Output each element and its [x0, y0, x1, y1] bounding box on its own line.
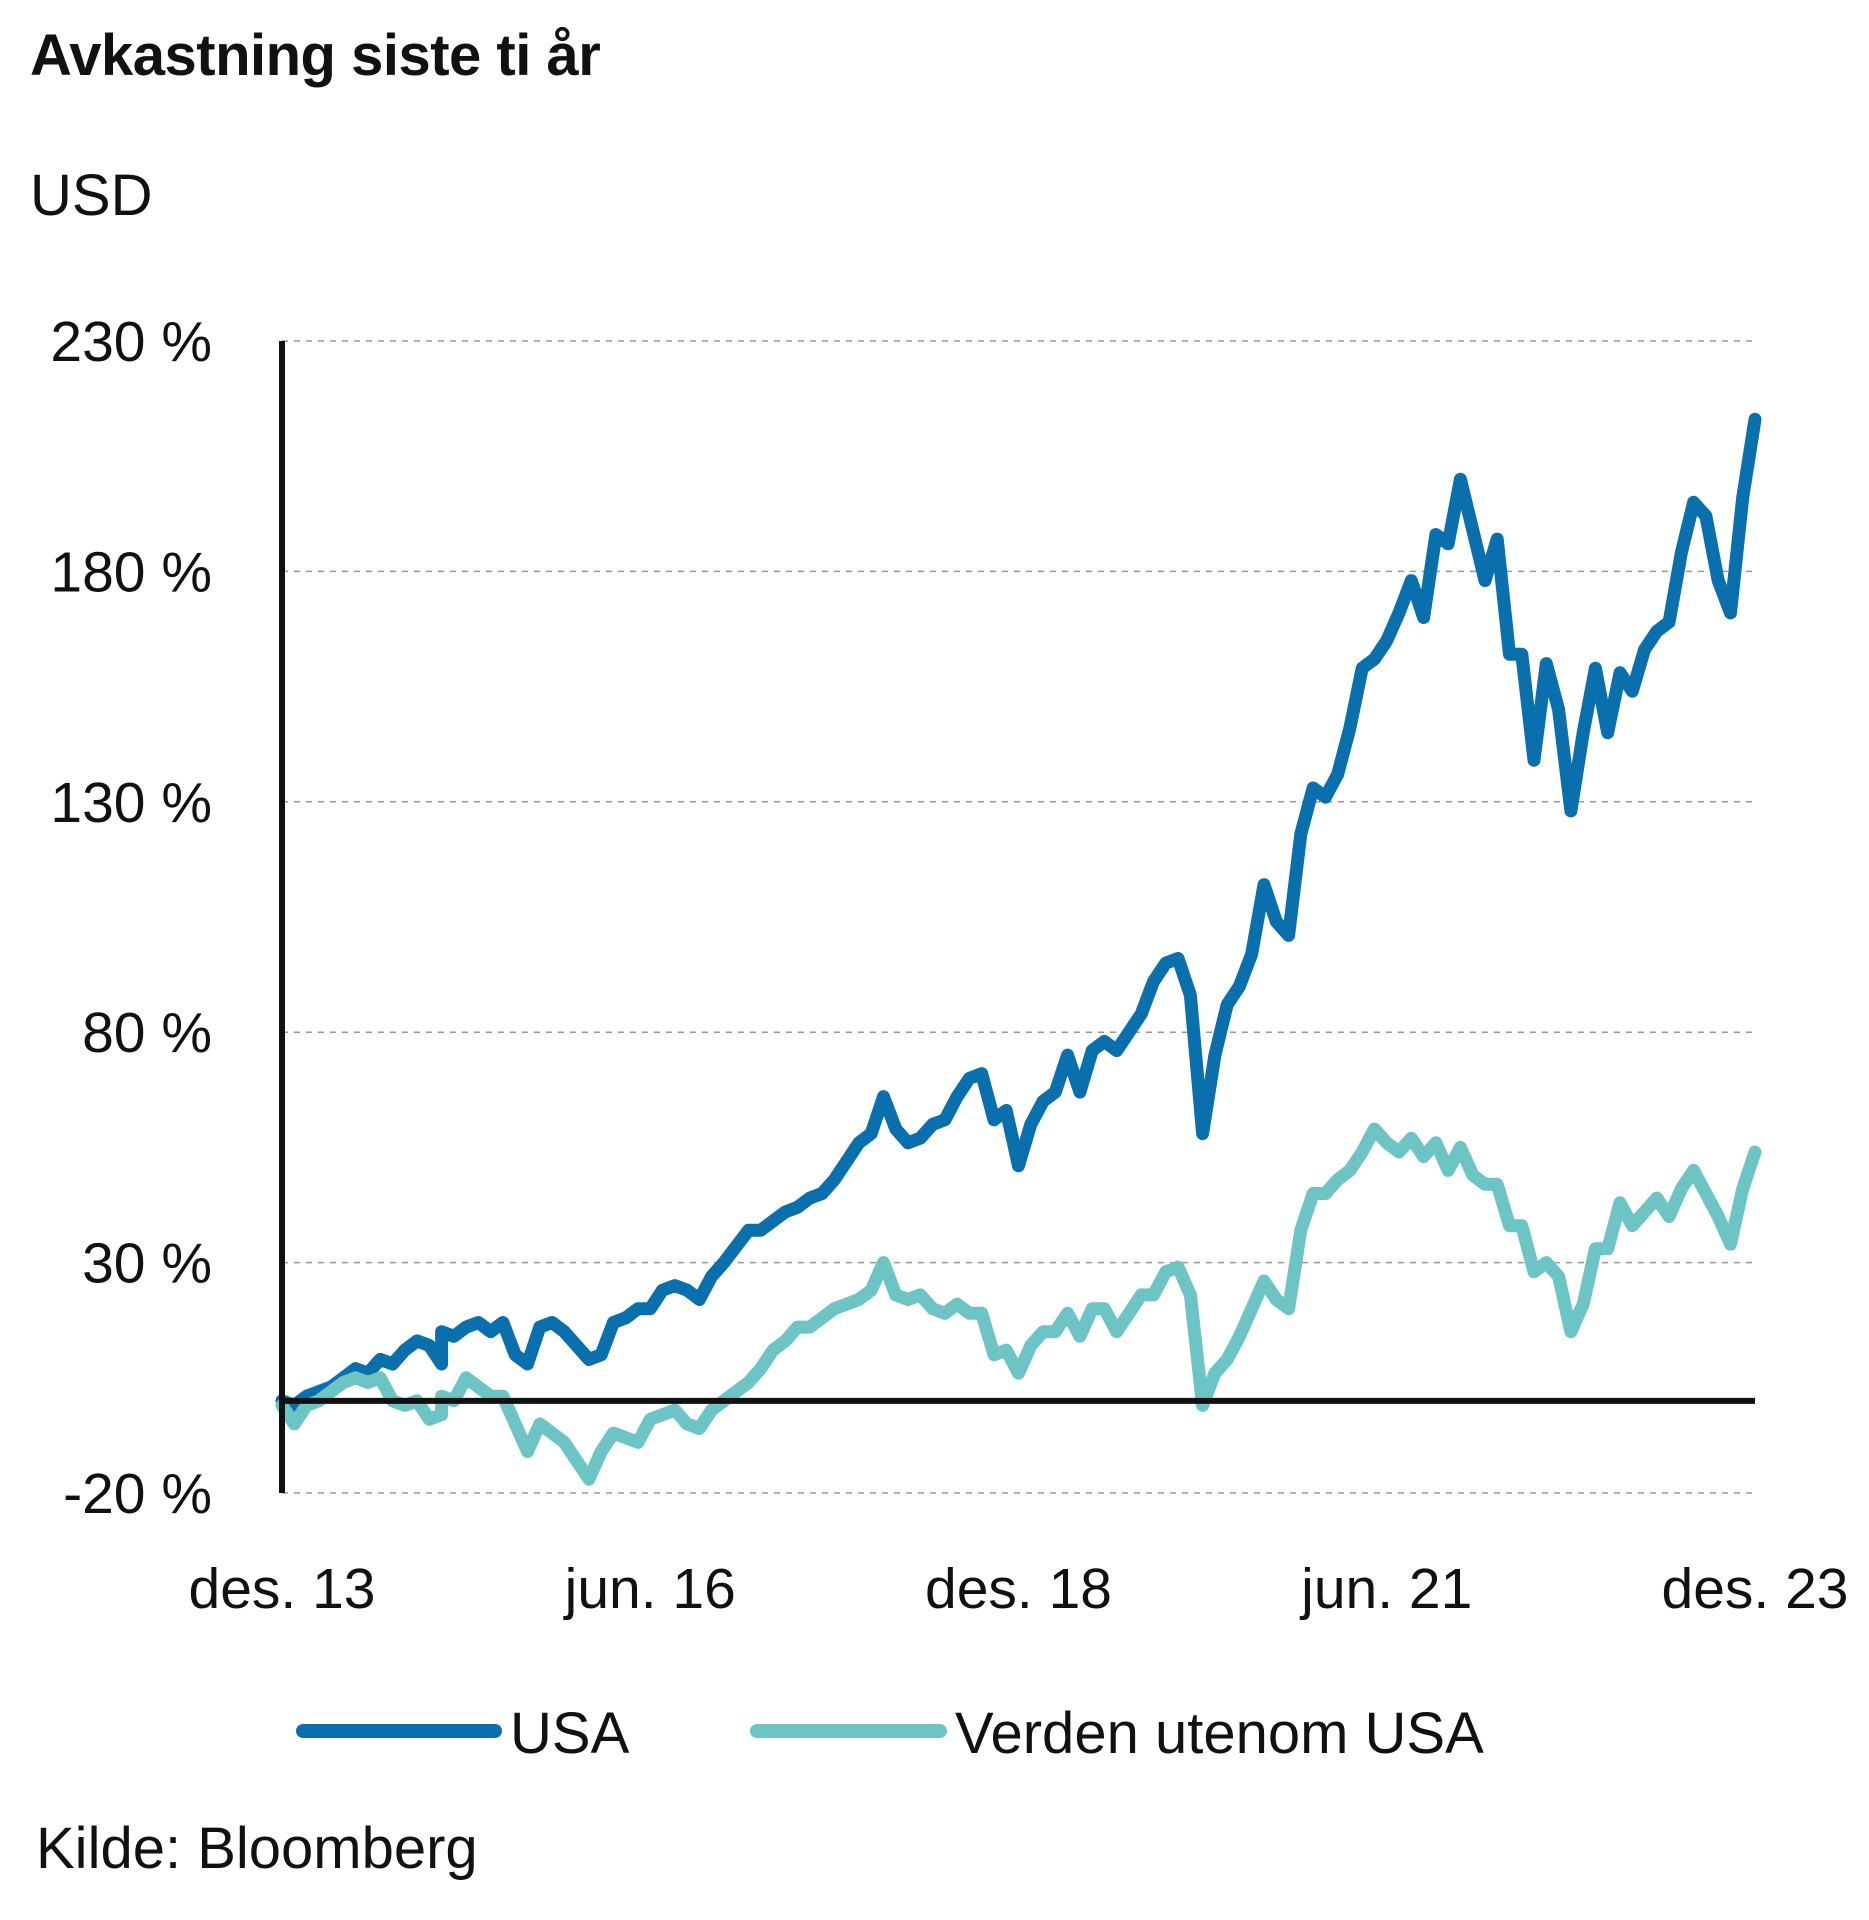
legend-label: USA: [510, 1701, 630, 1766]
chart-title: Avkastning siste ti år: [30, 23, 601, 88]
x-tick-label: des. 23: [1662, 1557, 1849, 1621]
y-tick-label: 130 %: [50, 771, 212, 835]
legend-item-usa: USA: [296, 1701, 630, 1766]
series-lines: [275, 412, 1762, 1486]
legend-label: Verden utenom USA: [955, 1701, 1484, 1766]
source-note: Kilde: Bloomberg: [36, 1816, 478, 1881]
x-tick-labels: des. 13 jun. 16 des. 18 jun. 21 des. 23: [189, 1557, 1849, 1621]
y-tick-label: 80 %: [82, 1001, 212, 1065]
y-tick-label: 30 %: [82, 1232, 212, 1296]
series-line-world-ex-usa: [275, 1122, 1762, 1486]
y-tick-label: -20 %: [63, 1462, 212, 1526]
y-tick-labels: -20 % 30 % 80 % 130 % 180 % 230 %: [50, 310, 212, 1526]
series-line-usa: [275, 412, 1762, 1412]
x-tick-label: des. 18: [925, 1557, 1112, 1621]
y-tick-label: 230 %: [50, 310, 212, 374]
x-tick-label: jun. 16: [563, 1557, 736, 1621]
y-tick-label: 180 %: [50, 540, 212, 604]
x-tick-label: des. 13: [189, 1557, 376, 1621]
gridlines: [282, 340, 1755, 1494]
unit-label: USD: [30, 163, 153, 228]
x-tick-label: jun. 21: [1299, 1557, 1472, 1621]
legend: USA Verden utenom USA: [296, 1701, 1484, 1766]
axes: [279, 341, 1755, 1493]
legend-item-world-ex-usa: Verden utenom USA: [750, 1701, 1484, 1766]
